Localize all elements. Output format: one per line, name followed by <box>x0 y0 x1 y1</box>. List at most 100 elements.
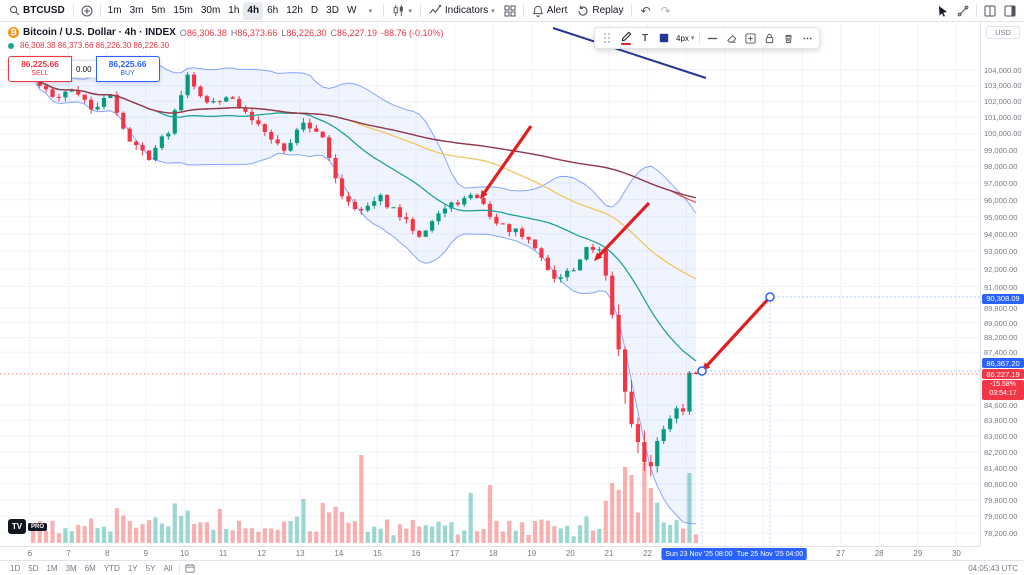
timeframe-button-12h[interactable]: 12h <box>286 5 303 16</box>
chart-legend: ₿ Bitcoin / U.S. Dollar · 4h · INDEX O86… <box>8 26 444 52</box>
line-width-button[interactable]: 4px ▾ <box>674 34 696 43</box>
range-button-ytd[interactable]: YTD <box>103 563 120 573</box>
volume-bar <box>507 520 512 543</box>
range-button-3m[interactable]: 3M <box>65 563 77 573</box>
add-drawing-button[interactable] <box>741 29 759 47</box>
time-tick: 6 <box>27 549 33 558</box>
redo-button[interactable]: ↷ <box>655 1 675 21</box>
volume-bar <box>500 531 505 543</box>
candle-body <box>597 249 602 251</box>
candle-body <box>275 139 280 144</box>
volume-bar <box>642 463 647 543</box>
timeframe-button-15m[interactable]: 15m <box>173 5 193 16</box>
timeframe-button-5m[interactable]: 5m <box>151 5 166 16</box>
range-button-5d[interactable]: 5D <box>28 563 39 573</box>
arrow-head-1 <box>480 190 488 199</box>
timeframe-button-30m[interactable]: 30m <box>200 5 221 16</box>
candle-body <box>230 97 235 99</box>
multichart-layout-button[interactable] <box>980 1 1000 21</box>
volume-bar <box>63 528 68 543</box>
candle-body <box>661 429 666 442</box>
time-tick: 16 <box>411 549 421 558</box>
candle-body <box>217 101 222 103</box>
volume-bar <box>333 506 338 543</box>
pencil-tool-button[interactable] <box>617 29 635 47</box>
volume-bar <box>481 529 486 543</box>
timeframe-button-1m[interactable]: 1m <box>107 5 122 16</box>
candle-body <box>179 95 184 111</box>
delete-drawing-button[interactable] <box>779 29 797 47</box>
candle-body <box>539 248 544 258</box>
volume-bar <box>179 515 184 543</box>
buy-button[interactable]: 86,225.66 BUY <box>95 56 160 82</box>
drag-handle[interactable] <box>598 29 616 47</box>
symbol-legend-row[interactable]: ₿ Bitcoin / U.S. Dollar · 4h · INDEX O86… <box>8 26 444 39</box>
timeframe-button-4h[interactable]: 4h <box>243 1 264 20</box>
timeframe-menu-button[interactable]: ▾ <box>360 1 380 21</box>
color-picker-button[interactable] <box>655 29 673 47</box>
separator <box>522 4 524 17</box>
layout-icon <box>984 5 996 16</box>
candle-body <box>134 141 139 146</box>
candle-body <box>69 90 74 92</box>
range-button-1y[interactable]: 1Y <box>127 563 138 573</box>
replay-button[interactable]: Replay <box>572 1 628 21</box>
symbol-title: Bitcoin / U.S. Dollar · 4h · INDEX <box>23 27 176 38</box>
go-to-date-button[interactable] <box>183 562 197 574</box>
timezone-clock[interactable]: 04:05:43 UTC <box>968 563 1018 573</box>
tradingview-logo[interactable]: TV PRO <box>8 519 48 534</box>
tv-icon: TV <box>8 519 26 534</box>
price-tick: 92,000.00 <box>984 264 1018 274</box>
text-tool-button[interactable]: T <box>636 29 654 47</box>
candle-body <box>648 462 653 467</box>
candle-body <box>114 94 119 113</box>
open-value: 86,306.38 <box>186 27 227 38</box>
range-button-1m[interactable]: 1M <box>46 563 58 573</box>
pointer-icon <box>939 5 947 17</box>
lock-drawing-button[interactable] <box>760 29 778 47</box>
timeframe-button-3D[interactable]: 3D <box>326 5 339 16</box>
symbol-search-button[interactable]: BTCUSD <box>4 1 70 21</box>
undo-button[interactable]: ↶ <box>635 1 655 21</box>
candle-body <box>687 372 692 412</box>
indicator-legend-row[interactable]: 86,308.38 86,373.66 86,226.30 86,226.30 <box>8 39 444 52</box>
currency-button[interactable]: USD <box>986 26 1020 39</box>
indicators-button[interactable]: Indicators ▾ <box>424 1 500 21</box>
range-button-all[interactable]: All <box>163 563 173 573</box>
line-tool-button[interactable] <box>953 1 973 21</box>
panel-toggle-button[interactable] <box>1000 1 1020 21</box>
volume-bar <box>455 534 460 543</box>
timeframe-button-D[interactable]: D <box>310 5 319 16</box>
time-axis[interactable]: 6 7 8 9 10 11 12 13 14 15 16 17 18 19 20 21 22 27 28 29 30 Su… <box>0 546 980 560</box>
volume-bar <box>622 467 628 543</box>
buy-price: 86,225.66 <box>108 59 147 70</box>
separator <box>72 4 74 17</box>
alert-button[interactable]: Alert <box>527 1 573 21</box>
trendline-icon <box>957 5 969 16</box>
candle-body <box>674 408 679 419</box>
volume-bar <box>449 522 454 543</box>
line-style-button[interactable] <box>703 29 721 47</box>
range-button-1d[interactable]: 1D <box>10 563 21 573</box>
timeframe-button-1h[interactable]: 1h <box>228 5 240 16</box>
cursor-tool-button[interactable] <box>933 1 953 21</box>
range-button-5y[interactable]: 5Y <box>145 563 156 573</box>
drawing-anchor-handle <box>697 366 707 376</box>
candle-body <box>307 122 312 129</box>
compare-add-button[interactable] <box>77 1 97 21</box>
candle-body <box>462 198 467 205</box>
candle-style-button[interactable]: ▾ <box>387 1 417 21</box>
sell-button[interactable]: 86,225.66 SELL <box>8 56 72 82</box>
timeframe-button-W[interactable]: W <box>346 5 357 16</box>
right-panel-icon <box>1004 5 1016 16</box>
layout-templates-button[interactable] <box>500 1 520 21</box>
eraser-tool-button[interactable] <box>722 29 740 47</box>
timeframe-button-6h[interactable]: 6h <box>267 5 279 16</box>
chart-canvas[interactable] <box>0 22 980 546</box>
more-options-button[interactable] <box>798 29 816 47</box>
volume-bar <box>69 531 74 543</box>
range-button-6m[interactable]: 6M <box>84 563 96 573</box>
timeframe-button-3m[interactable]: 3m <box>129 5 144 16</box>
volume-bar <box>95 528 100 543</box>
price-axis[interactable]: USD 104,000.00 103,000.00 102,000.00 101,00… <box>980 22 1024 546</box>
